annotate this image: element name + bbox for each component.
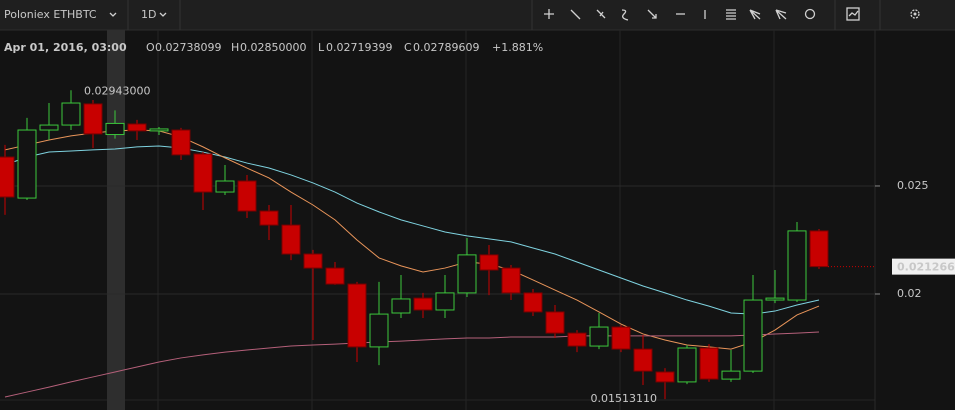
symbol[interactable]: Poloniex ETHBTC bbox=[4, 8, 97, 21]
candle-body bbox=[655, 371, 675, 383]
candle-body bbox=[765, 297, 785, 301]
last-price-box bbox=[892, 258, 955, 275]
arrow-tool[interactable] bbox=[647, 9, 657, 19]
candle-body bbox=[479, 254, 499, 271]
candle-body bbox=[0, 156, 15, 198]
candle-body bbox=[567, 332, 587, 347]
legend-close-label: C bbox=[404, 41, 412, 54]
interval-chevron[interactable] bbox=[159, 12, 167, 17]
candle-body bbox=[721, 370, 741, 380]
y-tick-label: 0.02 bbox=[897, 287, 922, 300]
interval[interactable]: 1D bbox=[141, 8, 156, 21]
candle-body bbox=[699, 347, 719, 380]
legend-open-label: O bbox=[146, 41, 155, 54]
legend-low-label: L bbox=[318, 41, 325, 54]
candle-body bbox=[589, 326, 609, 347]
candle-body bbox=[809, 230, 829, 268]
fib-tool[interactable] bbox=[726, 9, 736, 20]
candle-body bbox=[743, 299, 763, 372]
symbol-chevron[interactable] bbox=[109, 12, 117, 17]
indicators-button[interactable] bbox=[846, 7, 860, 21]
plot: 0.02 0.025 0.0212669 0.02943000 0.01513110 bbox=[0, 84, 955, 405]
candle-body bbox=[149, 128, 169, 132]
candle-body bbox=[501, 267, 521, 294]
candle-body bbox=[39, 124, 59, 131]
candle-body bbox=[611, 326, 631, 350]
moving-average bbox=[4, 145, 820, 315]
candle-body bbox=[325, 267, 345, 285]
candle-body bbox=[677, 347, 697, 383]
circle-tool[interactable] bbox=[804, 8, 816, 20]
candle-body bbox=[369, 313, 389, 348]
candle-body bbox=[105, 122, 125, 136]
y-tick-label: 0.025 bbox=[897, 179, 929, 192]
legend-high-label: H bbox=[231, 41, 239, 54]
settings-button[interactable] bbox=[910, 9, 920, 19]
moving-average bbox=[4, 331, 820, 398]
candle-body bbox=[435, 292, 455, 311]
candle-body bbox=[281, 224, 301, 255]
ray-tool[interactable] bbox=[596, 9, 606, 19]
trendline-tool[interactable] bbox=[570, 9, 581, 20]
toolbar bbox=[0, 0, 955, 30]
drawing-tools bbox=[544, 8, 816, 21]
fan-tool[interactable] bbox=[749, 9, 761, 20]
price-annotation: 0.02943000 bbox=[84, 84, 150, 97]
last-price-label: 0.0212669 bbox=[897, 261, 955, 274]
legend-open: 0.02738099 bbox=[155, 41, 221, 54]
candle-body bbox=[127, 123, 147, 132]
candle-body bbox=[259, 210, 279, 226]
candle-body bbox=[215, 180, 235, 193]
candle-body bbox=[545, 311, 565, 334]
legend-low: 0.02719399 bbox=[326, 41, 392, 54]
candle-body bbox=[787, 230, 807, 301]
indicators-icon bbox=[848, 10, 859, 17]
candle-body bbox=[523, 292, 543, 313]
price-annotation: 0.01513110 bbox=[591, 392, 657, 405]
vertical-grid bbox=[157, 30, 775, 410]
candle-body bbox=[347, 283, 367, 348]
candle-body bbox=[303, 253, 323, 269]
legend-close: 0.02789609 bbox=[413, 41, 479, 54]
ohlc-legend: Apr 01, 2016, 03:00 O 0.02738099 H 0.028… bbox=[4, 41, 543, 54]
legend-date: Apr 01, 2016, 03:00 bbox=[4, 41, 127, 54]
gann-tool[interactable] bbox=[775, 9, 787, 20]
curve-tool[interactable] bbox=[621, 9, 629, 21]
candle-body bbox=[391, 298, 411, 314]
legend-high: 0.02850000 bbox=[240, 41, 306, 54]
candle-body bbox=[193, 153, 213, 193]
candle-body bbox=[633, 348, 653, 372]
candle-body bbox=[237, 180, 257, 212]
legend-change: +1.881% bbox=[492, 41, 543, 54]
settings-center bbox=[913, 12, 917, 16]
candle-body bbox=[171, 129, 191, 156]
candle-body bbox=[61, 102, 81, 126]
crosshair-tool[interactable] bbox=[544, 9, 554, 19]
candle-body bbox=[17, 129, 37, 199]
candle-body bbox=[457, 254, 477, 294]
candle-body bbox=[413, 297, 433, 311]
candle-body bbox=[83, 103, 103, 135]
